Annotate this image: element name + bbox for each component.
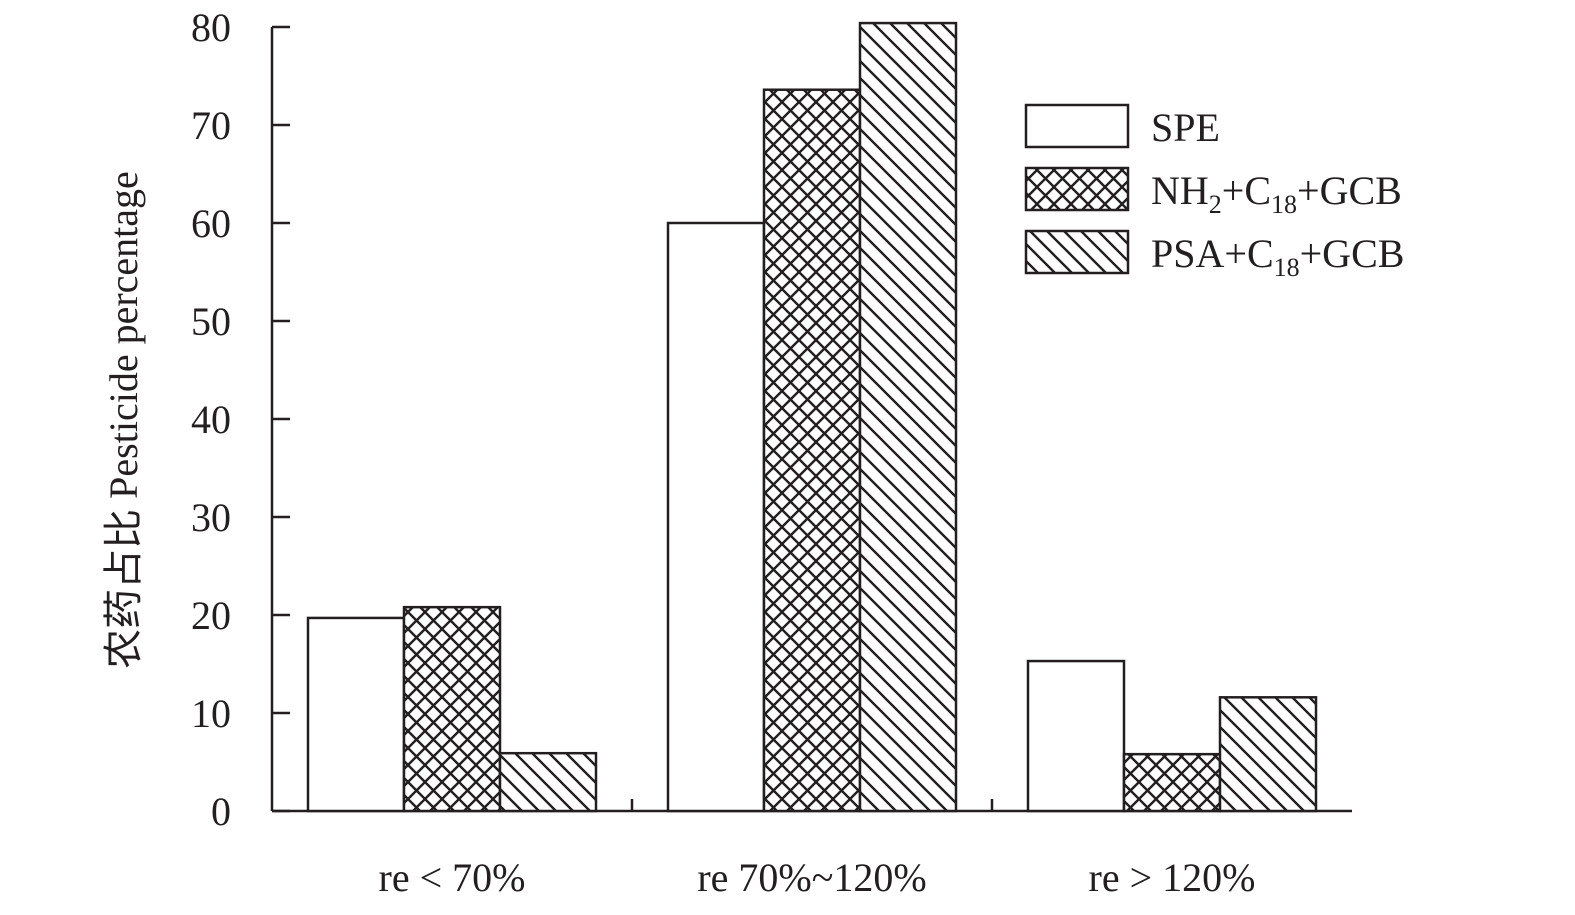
- bar-spe-re-70[interactable]: [306, 616, 406, 813]
- y-tick-label-40: 40: [191, 397, 231, 442]
- bar-nh2-c18-gcb-re-120[interactable]: [1122, 752, 1222, 813]
- legend-swatch-spe: [1024, 103, 1130, 149]
- y-tick-label-0: 0: [211, 789, 231, 834]
- bar-nh2-c18-gcb-re-70[interactable]: [402, 605, 502, 813]
- bar-psa-c18-gcb-re-120[interactable]: [1218, 696, 1318, 813]
- x-tick-label-1: re < 70%: [379, 855, 526, 900]
- y-tick-label-30: 30: [191, 495, 231, 540]
- x-tick-label-3: re > 120%: [1089, 855, 1256, 900]
- y-tick-label-20: 20: [191, 593, 231, 638]
- y-tick-label-60: 60: [191, 201, 231, 246]
- plot-area: 0 10 20 30 40 50 60 70 80 re < 70% re 70%~120% re >…: [191, 5, 1352, 900]
- y-tick-label-80: 80: [191, 5, 231, 50]
- bar-psa-c18-gcb-re-70-120[interactable]: [858, 21, 958, 813]
- y-axis-title: 农药占比 Pesticide percentage: [101, 171, 146, 669]
- legend-swatch-psa-c18-gcb: [1024, 229, 1130, 275]
- legend: SPE NH2+C18+GCB PSA+C18+GCB: [1024, 103, 1404, 282]
- bar-psa-c18-gcb-re-70[interactable]: [498, 751, 598, 813]
- bar-spe-re-120[interactable]: [1026, 659, 1126, 813]
- bar-spe-re-70-120[interactable]: [666, 221, 766, 813]
- y-tick-label-70: 70: [191, 103, 231, 148]
- y-tick-label-50: 50: [191, 299, 231, 344]
- legend-label-spe: SPE: [1151, 105, 1220, 150]
- x-tick-label-2: re 70%~120%: [697, 855, 926, 900]
- y-tick-label-10: 10: [191, 691, 231, 736]
- legend-label-nh2-c18-gcb: NH2+C18+GCB: [1151, 168, 1402, 219]
- legend-label-psa-c18-gcb: PSA+C18+GCB: [1151, 231, 1404, 282]
- bar-nh2-c18-gcb-re-70-120[interactable]: [762, 88, 862, 813]
- legend-swatch-nh2-c18-gcb: [1024, 166, 1130, 212]
